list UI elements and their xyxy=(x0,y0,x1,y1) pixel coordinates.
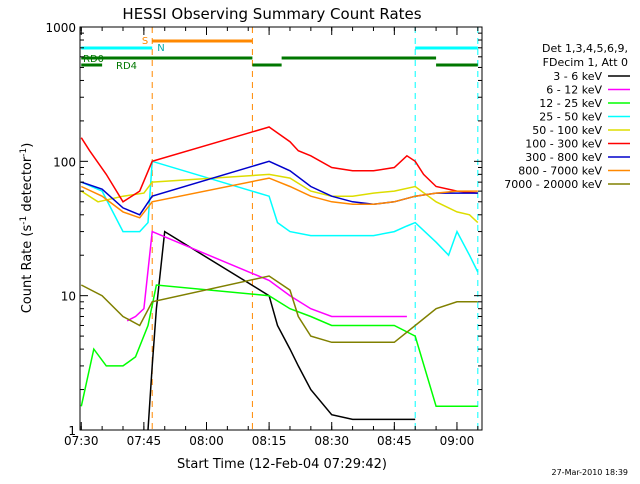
flag-label-s: S xyxy=(142,36,148,47)
legend-header-line-1: Det 1,3,4,5,6,9, xyxy=(542,42,628,55)
y-axis-label-part3: ) xyxy=(20,143,35,148)
y-tick-label: 1000 xyxy=(45,21,76,35)
flag-label-n: N xyxy=(157,43,164,54)
y-tick-label: 1 xyxy=(68,424,76,438)
series-line-8 xyxy=(80,177,478,219)
series-line-9 xyxy=(80,275,478,344)
axis-layer: 07:30 07:45 08:00 08:15 08:30 08:45 09:00 1 10 10… xyxy=(45,21,482,448)
legend-label: 6 - 12 keV xyxy=(546,84,602,97)
y-axis-label: Count Rate (s-1 detector-1) xyxy=(19,143,35,314)
y-axis-label-part1: Count Rate (s xyxy=(20,225,35,314)
x-tick-label: 08:30 xyxy=(314,434,349,448)
y-tick-label: 10 xyxy=(61,290,76,304)
x-tick-label: 07:45 xyxy=(127,434,162,448)
x-tick-label: 07:30 xyxy=(64,434,99,448)
x-tick-label: 08:45 xyxy=(377,434,412,448)
y-axis-label-part2: detector xyxy=(20,156,35,216)
y-axis-label-sup1: -1 xyxy=(19,216,29,225)
series-line-3 xyxy=(80,284,478,408)
plot-frame xyxy=(79,26,483,431)
x-tick-label: 08:15 xyxy=(252,434,287,448)
generation-timestamp: 27-Mar-2010 18:39 xyxy=(552,468,629,477)
legend-label: 50 - 100 keV xyxy=(532,124,602,137)
series-line-4 xyxy=(81,160,479,273)
series-line-6 xyxy=(80,126,478,203)
legend-label: 12 - 25 keV xyxy=(539,97,602,110)
legend-label: 3 - 6 keV xyxy=(553,70,602,83)
x-axis-label: Start Time (12-Feb-04 07:29:42) xyxy=(177,457,387,472)
series-layer xyxy=(80,126,479,431)
legend-label: 7000 - 20000 keV xyxy=(504,178,602,191)
legend-label: 25 - 50 keV xyxy=(539,111,602,124)
x-tick-label: 09:00 xyxy=(440,434,475,448)
y-axis-label-sup2: -1 xyxy=(19,148,29,157)
legend-label: 800 - 7000 keV xyxy=(518,165,602,178)
flag-label-rd4: RD4 xyxy=(116,61,137,72)
status-flag-layer: SN RD0 RD4 xyxy=(81,27,479,430)
legend-label: 100 - 300 keV xyxy=(525,138,602,151)
legend-label: 300 - 800 keV xyxy=(525,151,602,164)
legend-header-line-2: FDecim 1, Att 0 xyxy=(543,56,628,69)
chart-title: HESSI Observing Summary Count Rates xyxy=(122,5,421,23)
flag-label-rd0: RD0 xyxy=(83,54,104,65)
x-tick-label: 08:00 xyxy=(189,434,224,448)
y-tick-label: 100 xyxy=(53,155,76,169)
series-line-2 xyxy=(126,230,407,322)
series-line-1 xyxy=(147,230,416,431)
legend: Det 1,3,4,5,6,9, FDecim 1, Att 0 3 - 6 k… xyxy=(504,42,630,191)
